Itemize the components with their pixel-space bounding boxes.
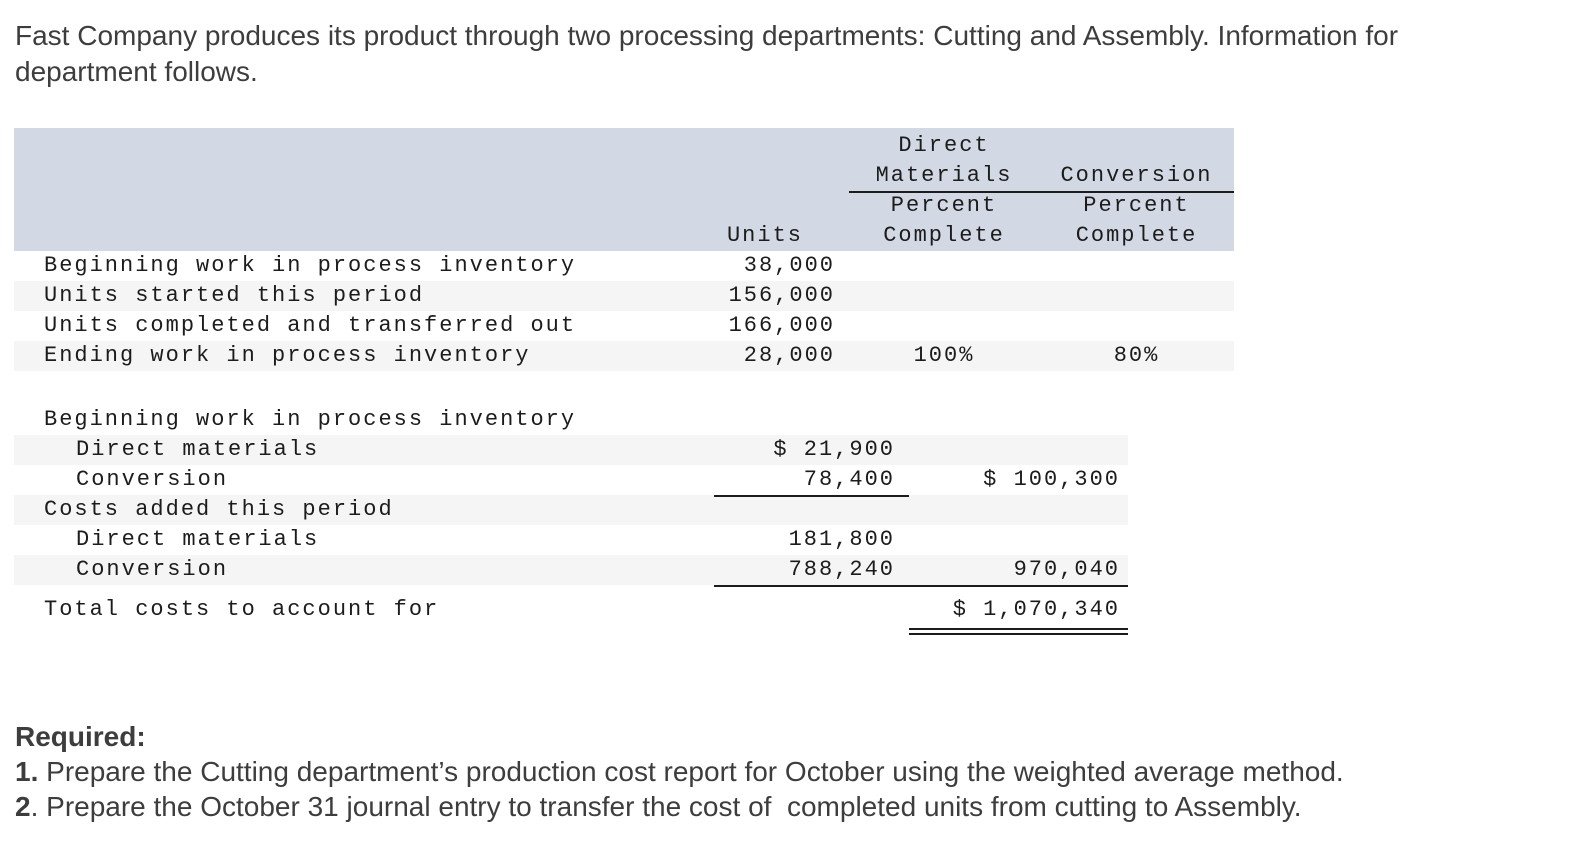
row-label: Direct materials [76, 527, 320, 552]
amount-value: $ 100,300 [983, 467, 1120, 492]
header-materials: Materials [849, 161, 1039, 193]
row-label: Conversion [76, 557, 229, 582]
header-conversion: Conversion [1039, 161, 1234, 193]
amount-value: 78,400 [714, 465, 909, 497]
table-row: Direct materials 181,800 [14, 525, 1128, 555]
row-label: Total costs to account for [44, 597, 440, 622]
header-row-4: Units Complete Complete [14, 221, 1234, 251]
dm-percent-value: 100% [913, 343, 975, 368]
row-label: Beginning work in process inventory [44, 407, 577, 432]
table-row: Conversion 788,240 970,040 [14, 555, 1128, 587]
header-row-2: Materials Conversion [14, 161, 1234, 193]
units-value: 38,000 [743, 253, 835, 278]
required-item-1-text: Prepare the Cutting department’s product… [38, 756, 1344, 787]
double-rule-row [14, 625, 1128, 635]
conv-percent-value [1039, 251, 1234, 281]
table-row: Units completed and transferred out 166,… [14, 311, 1234, 341]
table-row: Units started this period 156,000 [14, 281, 1234, 311]
units-value: 156,000 [728, 283, 835, 308]
table-row: Ending work in process inventory 28,000 … [14, 341, 1234, 371]
table-row: Beginning work in process inventory [14, 405, 1128, 435]
costs-table: Beginning work in process inventory Dire… [14, 405, 1128, 635]
conv-percent-value [1039, 281, 1234, 311]
row-label: Direct materials [76, 437, 320, 462]
table-row-total: Total costs to account for $ 1,070,340 [14, 595, 1128, 625]
row-label: Units started this period [44, 283, 425, 308]
row-label: Conversion [76, 467, 229, 492]
row-label: Beginning work in process inventory [44, 253, 577, 278]
problem-statement-line2: department follows. [15, 56, 258, 87]
table-row: Costs added this period [14, 495, 1128, 525]
header-dm-complete: Complete [883, 223, 1005, 248]
units-table-header: Direct Materials Conversion Percent Perc… [14, 128, 1234, 251]
units-value: 28,000 [743, 343, 835, 368]
conv-percent-value: 80% [1113, 343, 1160, 368]
amount-value: 970,040 [909, 555, 1128, 587]
table-row: Direct materials $ 21,900 [14, 435, 1128, 465]
units-table: Direct Materials Conversion Percent Perc… [14, 128, 1234, 371]
problem-statement: Fast Company produces its product throug… [15, 18, 1578, 90]
amount-value: $ 21,900 [773, 437, 895, 462]
table-row: Beginning work in process inventory 38,0… [14, 251, 1234, 281]
dm-percent-value [849, 311, 1039, 341]
total-amount-value: $ 1,070,340 [952, 597, 1120, 622]
dm-percent-value [849, 251, 1039, 281]
amount-value: 181,800 [788, 527, 895, 552]
header-direct: Direct [898, 133, 990, 158]
required-item-1: 1. Prepare the Cutting department’s prod… [15, 754, 1578, 789]
dm-percent-value [849, 281, 1039, 311]
header-row-1: Direct [14, 131, 1234, 161]
problem-statement-line1: Fast Company produces its product throug… [15, 20, 1399, 51]
row-label: Ending work in process inventory [44, 343, 531, 368]
required-item-2-number: 2 [15, 791, 31, 822]
required-item-2-text: . Prepare the October 31 journal entry t… [30, 791, 1302, 822]
table-row: Conversion 78,400 $ 100,300 [14, 465, 1128, 497]
required-heading: Required: [15, 721, 146, 752]
header-row-3: Percent Percent [14, 191, 1234, 221]
conv-percent-value [1039, 311, 1234, 341]
header-dm-percent: Percent [890, 193, 998, 218]
page: Fast Company produces its product throug… [0, 18, 1578, 824]
units-value: 166,000 [728, 313, 835, 338]
row-label: Units completed and transferred out [44, 313, 577, 338]
row-label: Costs added this period [44, 497, 394, 522]
double-rule [909, 628, 1128, 635]
header-units: Units [726, 223, 803, 248]
amount-value: 788,240 [714, 555, 909, 587]
required-section: Required: 1. Prepare the Cutting departm… [15, 719, 1578, 824]
header-conv-complete: Complete [1075, 223, 1198, 248]
required-item-2: 2. Prepare the October 31 journal entry … [15, 789, 1578, 824]
required-item-1-number: 1. [15, 756, 39, 787]
header-conv-percent: Percent [1083, 193, 1190, 218]
